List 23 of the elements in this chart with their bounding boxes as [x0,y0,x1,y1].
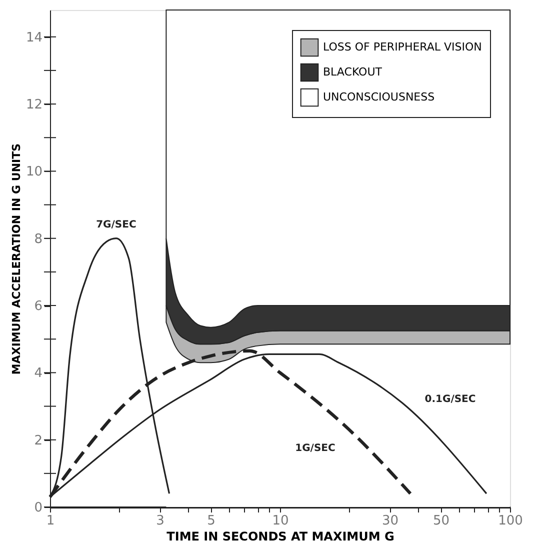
x-tick-label: 50 [432,514,450,528]
x-tick-label: 10 [272,514,289,528]
x-tick-label: 3 [156,514,164,528]
legend-label: LOSS OF PERIPHERAL VISION [323,40,482,54]
y-tick-label: 8 [34,232,42,247]
y-tick-label: 6 [34,299,42,314]
y-tick-label: 10 [26,164,42,180]
series-label: 7G/SEC [96,219,136,230]
y-tick-label: 14 [26,30,42,46]
x-tick-label: 1 [46,514,55,528]
y-tick-label: 0 [34,500,42,516]
x-tick-label: 100 [498,514,523,528]
y-tick-label: 4 [34,366,42,382]
y-tick-label: 12 [26,98,42,113]
x-tick-label: 5 [207,514,216,528]
series-label: 1G/SEC [295,442,336,454]
legend-label: UNCONSCIOUSNESS [323,90,435,104]
series-label: 0.1G/SEC [424,394,476,405]
x-axis-title: TIME IN SECONDS AT MAXIMUM G [166,530,394,544]
y-axis-title: MAXIMUM ACCELERATION IN G UNITS [10,143,23,375]
y-tick-label: 2 [34,433,42,448]
x-tick-label: 30 [382,514,399,528]
legend-label: BLACKOUT [323,66,382,78]
